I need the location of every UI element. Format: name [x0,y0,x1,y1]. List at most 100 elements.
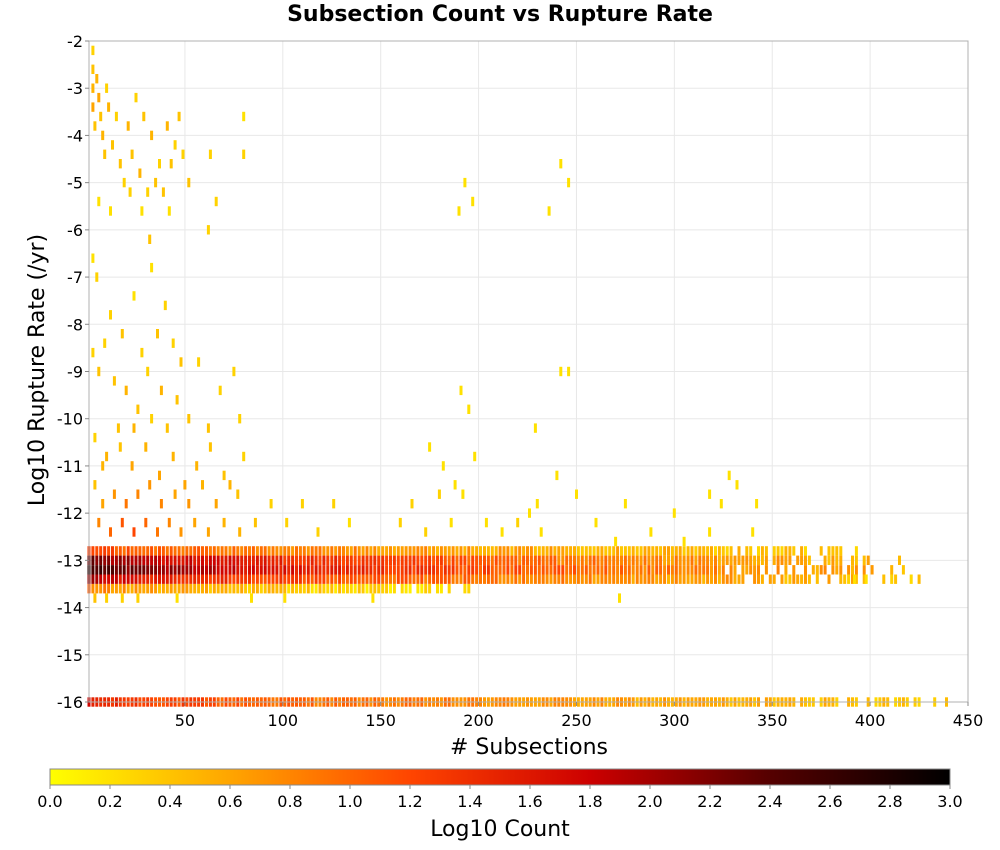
heatmap-cell [167,206,171,216]
heatmap-cell [459,565,463,575]
heatmap-cell [483,555,486,565]
heatmap-cell [694,574,698,584]
heatmap-cell [702,546,706,556]
grid [89,40,969,703]
heatmap-cell [670,565,674,575]
heatmap-cell [126,546,130,556]
heatmap-cell [377,546,381,556]
heatmap-cell [244,574,248,584]
heatmap-cell [105,83,109,93]
heatmap-cell [150,555,154,565]
heatmap-cell [690,546,694,556]
heatmap-cell [608,555,612,565]
heatmap-cell [120,517,124,528]
heatmap-cell [97,366,101,377]
heatmap-cell [655,565,659,575]
heatmap-cell [827,574,831,584]
heatmap-cell [240,574,244,584]
heatmap-cell [882,574,886,584]
heatmap-cell [439,584,443,594]
heatmap-cell [150,262,154,273]
heatmap-cell [428,574,432,584]
chart-title: Subsection Count vs Rupture Rate [287,2,713,27]
heatmap-cell [99,584,103,594]
heatmap-cell [835,565,839,575]
heatmap-cell [600,555,604,565]
heatmap-cell [189,555,193,565]
heatmap-cell [553,574,557,584]
heatmap-cell [439,555,443,565]
heatmap-cell [618,593,621,603]
heatmap-cell [310,584,314,594]
heatmap-cell [122,574,126,584]
heatmap-cell [365,574,369,584]
heatmap-cell [279,565,283,575]
heatmap-cell [757,574,760,584]
heatmap-cell [486,546,490,556]
heatmap-cell [706,546,710,556]
heatmap-cell [827,546,831,556]
heatmap-cell [185,584,189,594]
heatmap-cell [463,177,467,188]
heatmap-cell [248,584,251,594]
heatmap-cell [467,565,471,575]
heatmap-cell [107,584,111,594]
heatmap-cell [95,74,99,84]
heatmap-cell [267,574,271,584]
x-tick-label: 50 [175,711,195,730]
heatmap-cell [714,555,717,565]
heatmap-cell [451,574,455,584]
heatmap-cell [455,574,459,584]
heatmap-cell [526,555,529,565]
heatmap-cell [643,555,647,565]
heatmap-cell [631,565,635,575]
heatmap-cell [441,461,445,471]
heatmap-cell [514,555,518,565]
heatmap-cell [267,555,271,565]
heatmap-cell [389,565,392,575]
heatmap-cell [600,565,604,575]
heatmap-cell [338,555,342,565]
heatmap-cell [91,83,95,93]
heatmap-cell [201,565,204,575]
heatmap-cell [242,111,246,122]
heatmap-cell [118,555,122,565]
heatmap-cell [557,546,561,556]
heatmap-cell [91,45,95,56]
heatmap-cell [522,574,526,584]
heatmap-cell [154,565,158,575]
heatmap-cell [165,574,169,584]
heatmap-cell [870,565,874,575]
heatmap-cell [126,555,130,565]
heatmap-cell [655,574,659,584]
heatmap-cell [259,546,263,556]
heatmap-cell [408,574,412,584]
heatmap-cell [439,546,443,556]
colorbar-tick-label: 1.4 [457,792,482,811]
heatmap-cell [114,546,118,556]
heatmap-cell [197,546,201,556]
heatmap-cell [714,565,717,575]
heatmap-cell [205,574,208,584]
heatmap-cell [576,574,580,584]
colorbar-tick-label: 0.6 [217,792,242,811]
heatmap-cell [91,565,95,575]
heatmap-cell [686,565,690,575]
heatmap-cell [553,555,557,565]
heatmap-cell [377,555,381,565]
heatmap-cell [909,574,913,584]
heatmap-cell [93,432,97,443]
heatmap-cell [408,546,412,556]
heatmap-cell [737,574,741,584]
heatmap-cell [639,546,643,556]
heatmap-cell [547,206,551,216]
heatmap-cell [764,546,768,556]
heatmap-cell [682,546,686,556]
heatmap-cell [663,555,667,565]
heatmap-cell [146,366,150,377]
heatmap-cell [181,555,185,565]
heatmap-cell [212,555,216,565]
heatmap-cell [535,499,539,509]
heatmap-cell [573,555,576,565]
heatmap-cell [114,574,118,584]
